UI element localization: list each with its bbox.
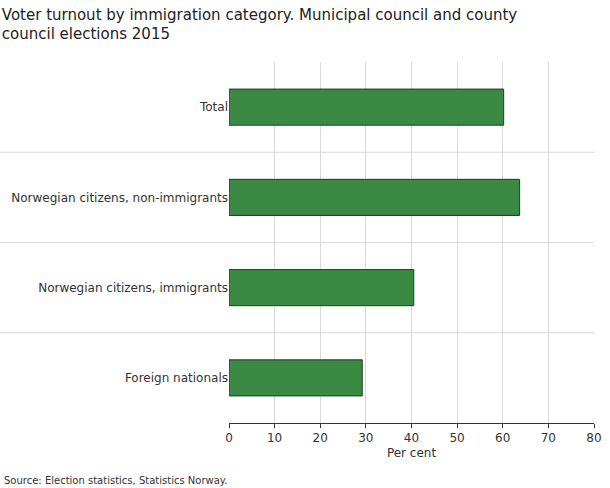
svg-text:80: 80 — [586, 431, 601, 445]
svg-text:40: 40 — [404, 431, 419, 445]
svg-text:50: 50 — [449, 431, 464, 445]
svg-text:Per cent: Per cent — [387, 446, 437, 460]
svg-text:20: 20 — [313, 431, 328, 445]
svg-text:Voter turnout by immigration c: Voter turnout by immigration category. M… — [2, 6, 518, 44]
svg-text:0: 0 — [225, 431, 233, 445]
svg-text:Norwegian citizens, immigrants: Norwegian citizens, immigrants — [38, 281, 228, 295]
svg-text:30: 30 — [358, 431, 373, 445]
svg-text:Total: Total — [199, 100, 228, 114]
svg-text:70: 70 — [541, 431, 556, 445]
svg-text:Norwegian citizens, non-immigr: Norwegian citizens, non-immigrants — [11, 191, 228, 205]
svg-text:Source: Election statistics, S: Source: Election statistics, Statistics … — [4, 475, 228, 486]
svg-text:Foreign nationals: Foreign nationals — [125, 371, 228, 385]
svg-text:10: 10 — [267, 431, 282, 445]
svg-text:60: 60 — [495, 431, 510, 445]
